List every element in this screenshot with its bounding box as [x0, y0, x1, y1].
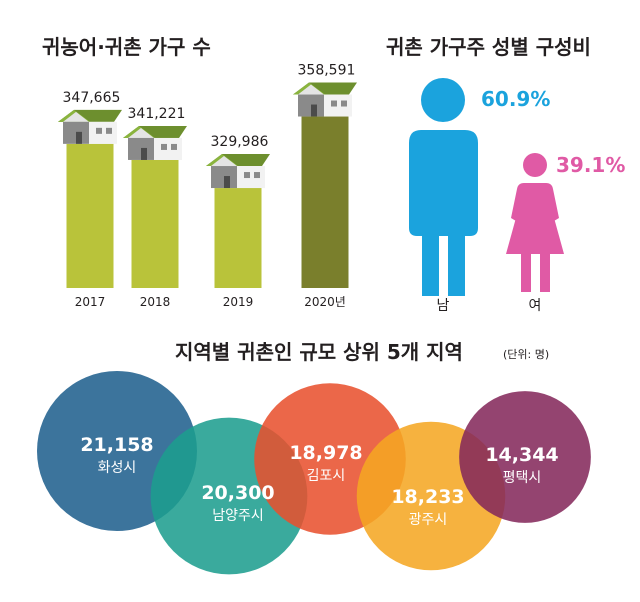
- bar-3: [301, 116, 349, 289]
- house-icon: [293, 82, 357, 117]
- bar-0: [66, 143, 114, 288]
- bar-value-label-1: 341,221: [128, 106, 186, 122]
- bubble-region-label-0: 화성시: [98, 460, 137, 476]
- bubble-value-label-4: 14,344: [485, 444, 558, 466]
- bar-category-label-0: 2017: [75, 295, 106, 309]
- bar-1: [131, 159, 179, 288]
- bubble-value-label-2: 18,978: [289, 442, 362, 464]
- male-figure-icon: [409, 78, 478, 296]
- house-icon: [123, 125, 187, 160]
- gender-percent-0: 60.9%: [481, 87, 550, 111]
- bar-category-label-3: 2020년: [304, 295, 346, 309]
- bubble-chart: 21,158 화성시 20,300 남양주시 18,978 김포시 18,233 광주시 14,…: [37, 371, 591, 575]
- bar-value-label-0: 347,665: [63, 90, 121, 106]
- bubble-region-label-1: 남양주시: [212, 508, 264, 524]
- bubble-value-label-1: 20,300: [201, 482, 274, 504]
- bar-chart-title: 귀농어·귀촌 가구 수: [42, 35, 211, 59]
- bubble-region-label-3: 광주시: [409, 512, 448, 528]
- bar-category-label-1: 2018: [140, 295, 171, 309]
- gender-chart-title: 귀촌 가구주 성별 구성비: [386, 35, 591, 59]
- gender-values: 60.9% 남 39.1% 여: [437, 87, 626, 314]
- bubble-value-label-0: 21,158: [80, 434, 153, 456]
- bubble-value-label-3: 18,233: [391, 486, 464, 508]
- bar-value-label-2: 329,986: [211, 134, 269, 150]
- bubble-region-label-2: 김포시: [307, 468, 346, 484]
- bar-2: [214, 188, 262, 288]
- bar-value-label-3: 358,591: [298, 63, 356, 79]
- bubble-region-label-4: 평택시: [503, 470, 542, 486]
- gender-percent-1: 39.1%: [556, 153, 625, 177]
- house-icon: [206, 154, 270, 189]
- bubble-chart-title: 지역별 귀촌인 규모 상위 5개 지역: [175, 340, 463, 364]
- bar-category-label-2: 2019: [223, 295, 254, 309]
- female-figure-icon: [506, 153, 564, 292]
- bubble-chart-unit: (단위: 명): [503, 348, 549, 361]
- bar-chart: 347,665 2017 341,221 2018 329,986 2019 358,591…: [58, 63, 357, 309]
- gender-label-0: 남: [437, 298, 450, 314]
- bubble-4: [459, 391, 591, 523]
- gender-label-1: 여: [529, 298, 542, 314]
- house-icon: [58, 109, 122, 144]
